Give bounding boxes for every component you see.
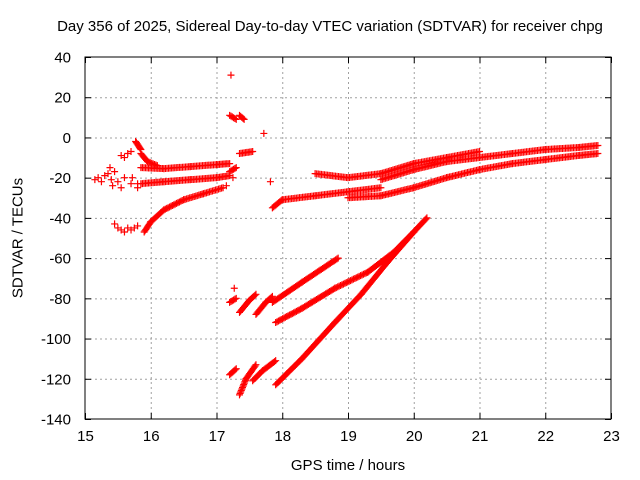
data-point: [117, 184, 125, 192]
data-point: [272, 357, 280, 365]
data-point: [476, 148, 483, 156]
y-axis-label: SDTVAR / TECUs: [9, 177, 27, 299]
axis-ticks: 15 16 17 18 19 20 21 22 23 -140 -120 -100 -80 -60 -40 -…: [41, 50, 620, 446]
data-point: [134, 222, 142, 230]
x-tick-label: 16: [143, 428, 160, 445]
y-tick-label: -60: [49, 251, 71, 268]
data-point: [249, 148, 257, 156]
data-point: [111, 220, 119, 228]
y-tick-label: -40: [49, 210, 71, 227]
data-point: [231, 366, 239, 374]
data-point: [594, 141, 602, 149]
grid-lines: [85, 57, 611, 419]
data-point: [111, 168, 119, 176]
data-point: [109, 182, 117, 190]
x-tick-label: 21: [472, 428, 489, 445]
data-point: [94, 174, 102, 182]
data-point: [230, 284, 238, 292]
data-point: [222, 182, 230, 190]
data-point: [232, 164, 240, 172]
data-point: [120, 174, 128, 182]
data-point: [334, 254, 342, 262]
data-point: [251, 362, 259, 370]
y-tick-label: -100: [41, 331, 71, 348]
data-point: [270, 358, 278, 366]
data-point: [127, 180, 135, 188]
data-point: [114, 178, 122, 186]
data-point: [252, 290, 260, 298]
data-point: [227, 71, 235, 79]
x-tick-label: 15: [77, 428, 94, 445]
data-point: [251, 291, 259, 299]
data-point: [104, 170, 112, 178]
x-tick-label: 22: [537, 428, 554, 445]
x-tick-label: 19: [340, 428, 357, 445]
data-point: [232, 294, 240, 302]
data-point: [120, 228, 128, 236]
data-point: [97, 178, 105, 186]
data-point: [252, 361, 260, 369]
data-point: [240, 115, 248, 123]
data-point: [422, 215, 430, 223]
data-point: [232, 365, 240, 373]
data-point: [120, 154, 128, 162]
data-point: [266, 178, 274, 186]
data-point: [377, 184, 385, 192]
data-point: [229, 174, 237, 182]
data-point: [107, 176, 115, 184]
x-tick-label: 20: [406, 428, 423, 445]
plot-frame: [84, 56, 612, 420]
data-point: [137, 146, 145, 154]
data-point: [136, 144, 144, 152]
data-point: [268, 292, 276, 300]
data-point: [153, 162, 161, 170]
data-point: [106, 164, 114, 172]
data-point: [134, 180, 142, 188]
data-point: [232, 115, 240, 123]
data-point: [231, 295, 239, 303]
data-point: [423, 214, 431, 222]
data-point: [333, 255, 341, 263]
x-tick-label: 23: [603, 428, 620, 445]
x-tick-label: 17: [209, 428, 226, 445]
data-point: [594, 150, 602, 158]
data-point: [231, 164, 239, 172]
y-tick-label: 20: [54, 90, 71, 107]
y-tick-label: -80: [49, 291, 71, 308]
data-points: [91, 71, 602, 399]
chart-title: Day 356 of 2025, Sidereal Day-to-day VTE…: [57, 18, 603, 35]
data-point: [260, 129, 268, 137]
x-tick-label: 18: [274, 428, 291, 445]
y-tick-label: 0: [63, 130, 71, 147]
data-point: [231, 115, 239, 123]
x-axis-label: GPS time / hours: [290, 457, 406, 474]
data-point: [410, 228, 418, 236]
y-tick-label: -20: [49, 170, 71, 187]
y-tick-label: -140: [41, 412, 71, 429]
data-point: [239, 114, 247, 122]
data-point: [127, 148, 135, 156]
data-point: [226, 160, 234, 168]
data-point: [128, 174, 136, 182]
y-tick-label: -120: [41, 371, 71, 388]
y-tick-label: 40: [54, 50, 71, 67]
data-point: [409, 229, 417, 237]
data-point: [267, 293, 275, 301]
